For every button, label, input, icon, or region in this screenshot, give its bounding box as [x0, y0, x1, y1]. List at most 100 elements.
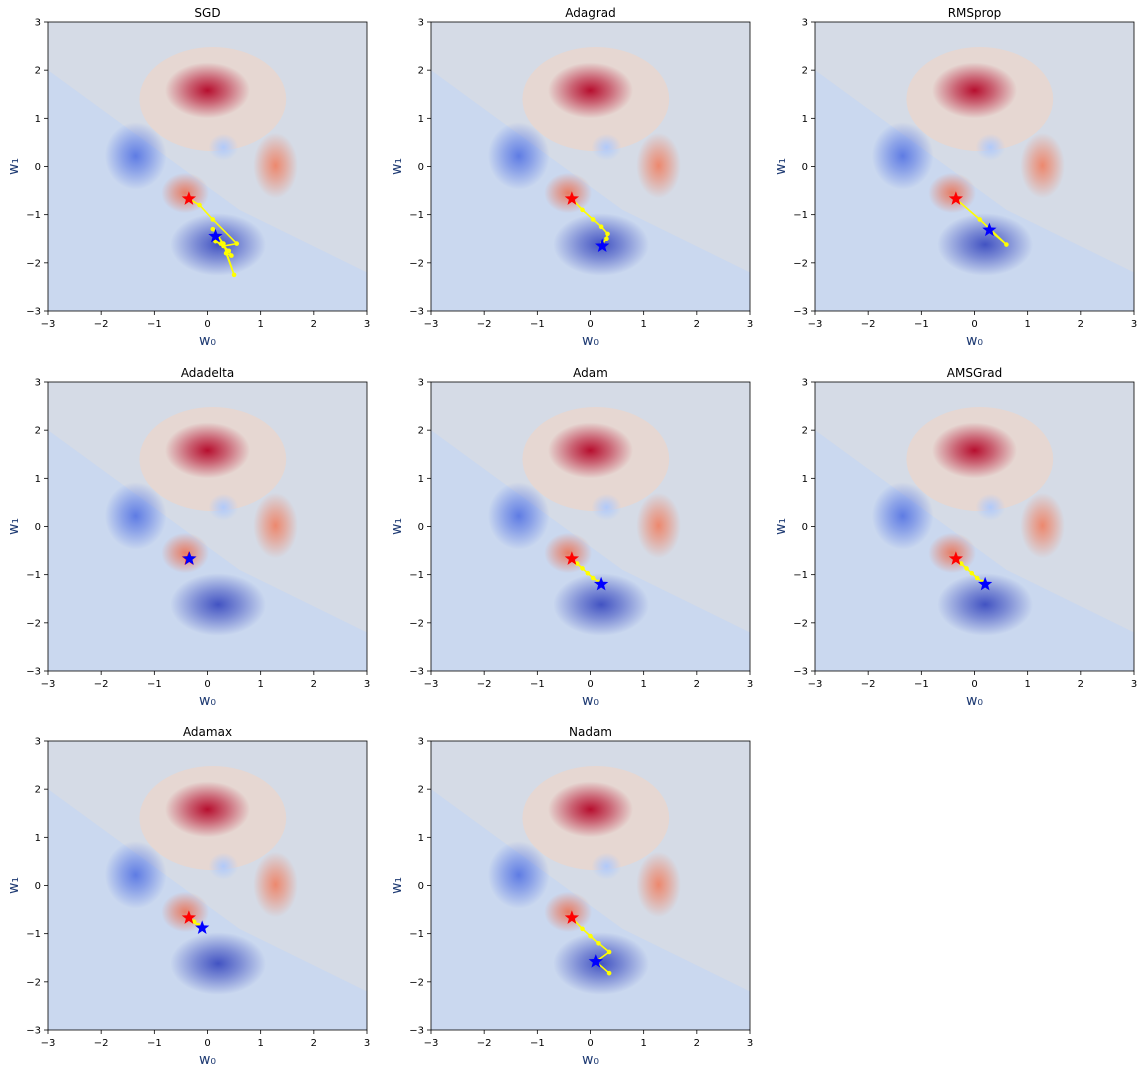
trajectory-point — [580, 207, 585, 213]
y-axis-label: w₁ — [773, 158, 789, 175]
x-tick-label: 3 — [364, 1038, 370, 1049]
y-tick-label: 0 — [418, 881, 424, 892]
y-tick-label: −2 — [26, 258, 41, 269]
trajectory-point — [598, 224, 604, 230]
y-tick-label: −2 — [793, 258, 808, 269]
x-tick-label: −2 — [94, 319, 109, 330]
loss-contour — [48, 22, 367, 311]
x-tick-label: −2 — [861, 679, 876, 690]
y-tick-label: 3 — [35, 737, 41, 748]
subplot-title: Adadelta — [181, 366, 234, 380]
y-tick-label: −1 — [793, 210, 808, 221]
x-tick-label: −2 — [477, 319, 492, 330]
y-tick-label: 1 — [35, 114, 41, 125]
y-tick-label: 0 — [418, 162, 424, 173]
x-tick-label: 0 — [587, 319, 593, 330]
loss-contour — [815, 382, 1134, 671]
x-tick-label: 3 — [1131, 319, 1137, 330]
x-tick-label: 0 — [587, 1038, 593, 1049]
x-tick-label: 3 — [364, 319, 370, 330]
x-tick-label: 0 — [971, 319, 977, 330]
x-tick-label: −2 — [477, 679, 492, 690]
end-star-marker — [195, 920, 210, 934]
x-tick-label: 1 — [257, 1038, 263, 1049]
y-tick-label: 2 — [35, 66, 41, 77]
y-tick-label: 2 — [418, 66, 424, 77]
y-tick-label: 2 — [418, 426, 424, 437]
x-tick-label: −3 — [424, 679, 439, 690]
subplot-amsgrad: −3 −2 −1 0 1 2 3 −3 −2 −1 0 1 2 3 AMSGrad w₀ w₁ — [773, 366, 1137, 709]
subplot-nadam: −3 −2 −1 0 1 2 3 −3 −2 −1 0 1 2 3 Nadam w₀ w₁ — [389, 725, 753, 1068]
subplot-title: Adam — [573, 366, 608, 380]
x-tick-label: 0 — [204, 319, 210, 330]
end-star-marker — [978, 576, 993, 591]
trajectory-point — [969, 570, 975, 576]
x-tick-label: −2 — [861, 319, 876, 330]
end-star-marker — [588, 954, 603, 968]
trajectory-point — [229, 253, 234, 258]
y-tick-label: 0 — [418, 522, 424, 533]
x-tick-label: −1 — [147, 1038, 162, 1049]
y-tick-label: −1 — [409, 570, 424, 581]
x-tick-label: 2 — [311, 319, 317, 330]
y-axis-label: w₁ — [773, 518, 789, 535]
y-axis-label: w₁ — [389, 518, 405, 535]
y-axis-label: w₁ — [389, 158, 405, 175]
x-axis-label: w₀ — [199, 333, 216, 349]
start-star-marker — [181, 910, 197, 924]
y-tick-label: 0 — [35, 162, 41, 173]
y-tick-label: −2 — [409, 258, 424, 269]
y-tick-label: −1 — [26, 210, 41, 221]
y-tick-label: 3 — [418, 378, 424, 389]
end-star-marker — [595, 238, 610, 253]
subplot-title: Adamax — [183, 725, 232, 739]
y-tick-label: −1 — [26, 570, 41, 581]
y-tick-label: 1 — [35, 474, 41, 485]
x-tick-label: −3 — [41, 319, 56, 330]
trajectory-point — [606, 970, 612, 976]
y-tick-label: 1 — [802, 114, 808, 125]
y-tick-label: −2 — [409, 977, 424, 988]
trajectory-line — [955, 198, 1007, 246]
trajectory-point — [605, 231, 610, 237]
y-tick-label: −1 — [409, 210, 424, 221]
y-tick-label: −3 — [409, 307, 424, 318]
subplot-sgd: −3 −2 −1 0 1 2 3 −3 −2 −1 0 1 2 3 SGD w₀ w₁ — [6, 6, 370, 349]
trajectory-point — [604, 236, 609, 242]
loss-contour — [48, 382, 367, 671]
x-tick-label: −1 — [147, 679, 162, 690]
trajectory-point — [596, 941, 601, 946]
y-tick-label: 1 — [418, 833, 424, 844]
x-tick-label: −2 — [94, 679, 109, 690]
y-tick-label: 0 — [35, 881, 41, 892]
y-tick-label: 1 — [418, 114, 424, 125]
x-tick-label: 3 — [1131, 679, 1137, 690]
x-tick-label: 0 — [204, 679, 210, 690]
start-star-marker — [564, 910, 580, 924]
trajectory-point — [1004, 242, 1009, 247]
y-tick-label: 3 — [418, 18, 424, 29]
x-tick-label: 2 — [1078, 679, 1084, 690]
subplot-title: Adagrad — [565, 6, 616, 20]
x-tick-label: 3 — [747, 1038, 753, 1049]
x-tick-label: −1 — [914, 319, 929, 330]
trajectory-point — [234, 241, 240, 246]
y-tick-label: −3 — [26, 667, 41, 678]
x-tick-label: −2 — [477, 1038, 492, 1049]
y-axis-label: w₁ — [6, 877, 22, 894]
y-axis-label: w₁ — [6, 158, 22, 175]
x-tick-label: 1 — [257, 319, 263, 330]
x-tick-label: −1 — [530, 319, 545, 330]
subplot-adadelta: −3 −2 −1 0 1 2 3 −3 −2 −1 0 1 2 3 Adadelta w₀ w₁ — [6, 366, 370, 709]
x-tick-label: −1 — [530, 1038, 545, 1049]
trajectory-point — [974, 575, 980, 581]
x-tick-label: 1 — [640, 679, 646, 690]
subplot-adam: −3 −2 −1 0 1 2 3 −3 −2 −1 0 1 2 3 Adam w₀ w₁ — [389, 366, 753, 709]
y-tick-label: 0 — [802, 522, 808, 533]
trajectory-point — [585, 570, 591, 576]
end-star-marker — [594, 576, 609, 591]
trajectory-point — [580, 566, 585, 571]
subplot-rmsprop: −3 −2 −1 0 1 2 3 −3 −2 −1 0 1 2 3 RMSprop w₀ w₁ — [773, 6, 1137, 349]
x-tick-label: 2 — [694, 1038, 700, 1049]
